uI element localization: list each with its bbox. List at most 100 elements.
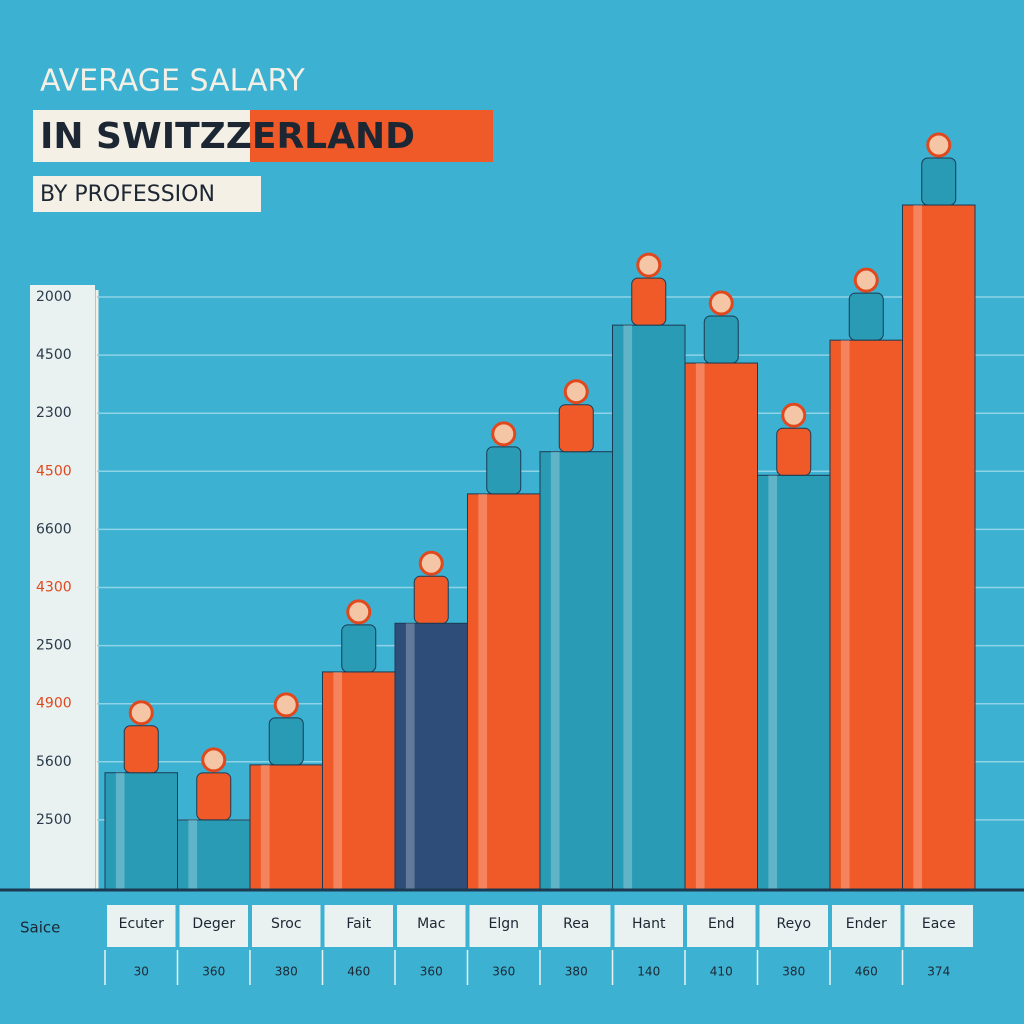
bottom-label: 460 xyxy=(347,965,370,979)
x-tick-label: Hant xyxy=(632,916,666,932)
bar-highlight xyxy=(478,493,488,890)
figure-head xyxy=(853,267,879,293)
figure-head xyxy=(926,132,952,158)
bottom-label: 374 xyxy=(927,965,950,979)
bottom-label: 140 xyxy=(637,965,660,979)
x-tick-label: Ecuter xyxy=(119,916,165,932)
bottom-label: 30 xyxy=(134,965,149,979)
y-axis-label: 4500 xyxy=(36,347,72,363)
y-axis-label: 4900 xyxy=(36,696,72,712)
bars xyxy=(104,132,976,891)
figure-body xyxy=(413,575,449,624)
title-box xyxy=(36,60,348,106)
bottom-label: 360 xyxy=(492,965,515,979)
x-label-box xyxy=(614,905,683,947)
x-label-box xyxy=(469,905,538,947)
x-label-box xyxy=(832,905,901,947)
x-tick-label: Eace xyxy=(922,916,956,932)
bar-highlight xyxy=(695,363,705,890)
subtitle: IN SWITZZERLAND xyxy=(40,116,415,157)
x-label-box xyxy=(542,905,611,947)
bar xyxy=(902,204,976,891)
figure-body xyxy=(196,772,232,821)
figure-head xyxy=(201,747,227,773)
figure-body xyxy=(558,404,594,453)
y-label-panel xyxy=(30,285,95,890)
figure-body xyxy=(123,725,159,774)
subtitle2-box xyxy=(33,176,261,212)
y-axis-label: 2500 xyxy=(36,812,72,828)
bar xyxy=(539,451,613,891)
bottom-label: 360 xyxy=(420,965,443,979)
figure-body xyxy=(268,717,304,766)
figure-body xyxy=(341,624,377,673)
y-axis-label: 4300 xyxy=(36,580,72,596)
figure-body xyxy=(631,277,667,326)
bar xyxy=(829,339,903,891)
bar-highlight xyxy=(333,671,343,890)
bar xyxy=(612,324,686,891)
x-tick-label: Reyo xyxy=(776,916,811,932)
bar-highlight xyxy=(260,764,270,890)
figure-head xyxy=(491,421,517,447)
x-axis-label: Saice xyxy=(20,919,60,937)
x-label-box xyxy=(324,905,393,947)
x-tick-label: Sroc xyxy=(271,916,302,932)
bar-highlight xyxy=(115,772,125,890)
chart-title: AVERAGE SALARY xyxy=(40,64,305,99)
x-tick-label: Elgn xyxy=(489,916,520,932)
figure-body xyxy=(921,157,957,206)
x-label-box xyxy=(252,905,321,947)
y-axis-label: 4500 xyxy=(36,463,72,479)
x-tick-label: Mac xyxy=(417,916,445,932)
subtitle-accent xyxy=(250,110,493,162)
x-label-box xyxy=(397,905,466,947)
x-label-box xyxy=(759,905,828,947)
x-tick-label: Fait xyxy=(346,916,371,932)
x-label-box xyxy=(179,905,248,947)
bar-highlight xyxy=(623,325,633,890)
bottom-label: 380 xyxy=(565,965,588,979)
figure-body xyxy=(486,446,522,495)
bottom-label: 460 xyxy=(855,965,878,979)
x-tick-label: Deger xyxy=(192,916,235,932)
bar-highlight xyxy=(550,451,560,890)
bar xyxy=(322,671,396,891)
bottom-label: 360 xyxy=(202,965,225,979)
bar-highlight xyxy=(405,623,415,890)
bar xyxy=(394,622,468,891)
bar xyxy=(249,764,323,891)
y-axis-label: 6600 xyxy=(36,521,72,537)
figure-head xyxy=(708,290,734,316)
figure-head xyxy=(563,379,589,405)
bar-highlight xyxy=(913,205,923,890)
bar-highlight xyxy=(840,340,850,890)
x-label-box xyxy=(687,905,756,947)
bar-highlight xyxy=(188,819,198,890)
bar xyxy=(104,772,178,891)
x-label-box xyxy=(107,905,176,947)
figure-head xyxy=(273,692,299,718)
labels: 2000 4500 2300 4500 6600 4300 2500 4900 5600 2500… xyxy=(36,289,973,985)
bar xyxy=(177,819,251,891)
bottom-label: 380 xyxy=(275,965,298,979)
figure-head xyxy=(346,599,372,625)
bar-highlight xyxy=(768,475,778,890)
bottom-label: 380 xyxy=(782,965,805,979)
bar xyxy=(684,362,758,891)
x-tick-label: Ender xyxy=(846,916,887,932)
figure-head xyxy=(781,402,807,428)
subtitle2: BY PROFESSION xyxy=(40,182,215,207)
y-axis-label: 2000 xyxy=(36,289,72,305)
y-axis-label: 5600 xyxy=(36,754,72,770)
figure-body xyxy=(776,427,812,476)
x-tick-label: End xyxy=(708,916,735,932)
figure-body xyxy=(703,315,739,364)
y-axis-label: 2300 xyxy=(36,405,72,421)
x-tick-label: Rea xyxy=(563,916,589,932)
x-label-box xyxy=(904,905,973,947)
bar xyxy=(467,493,541,891)
figure-head xyxy=(636,252,662,278)
figure-body xyxy=(848,292,884,341)
